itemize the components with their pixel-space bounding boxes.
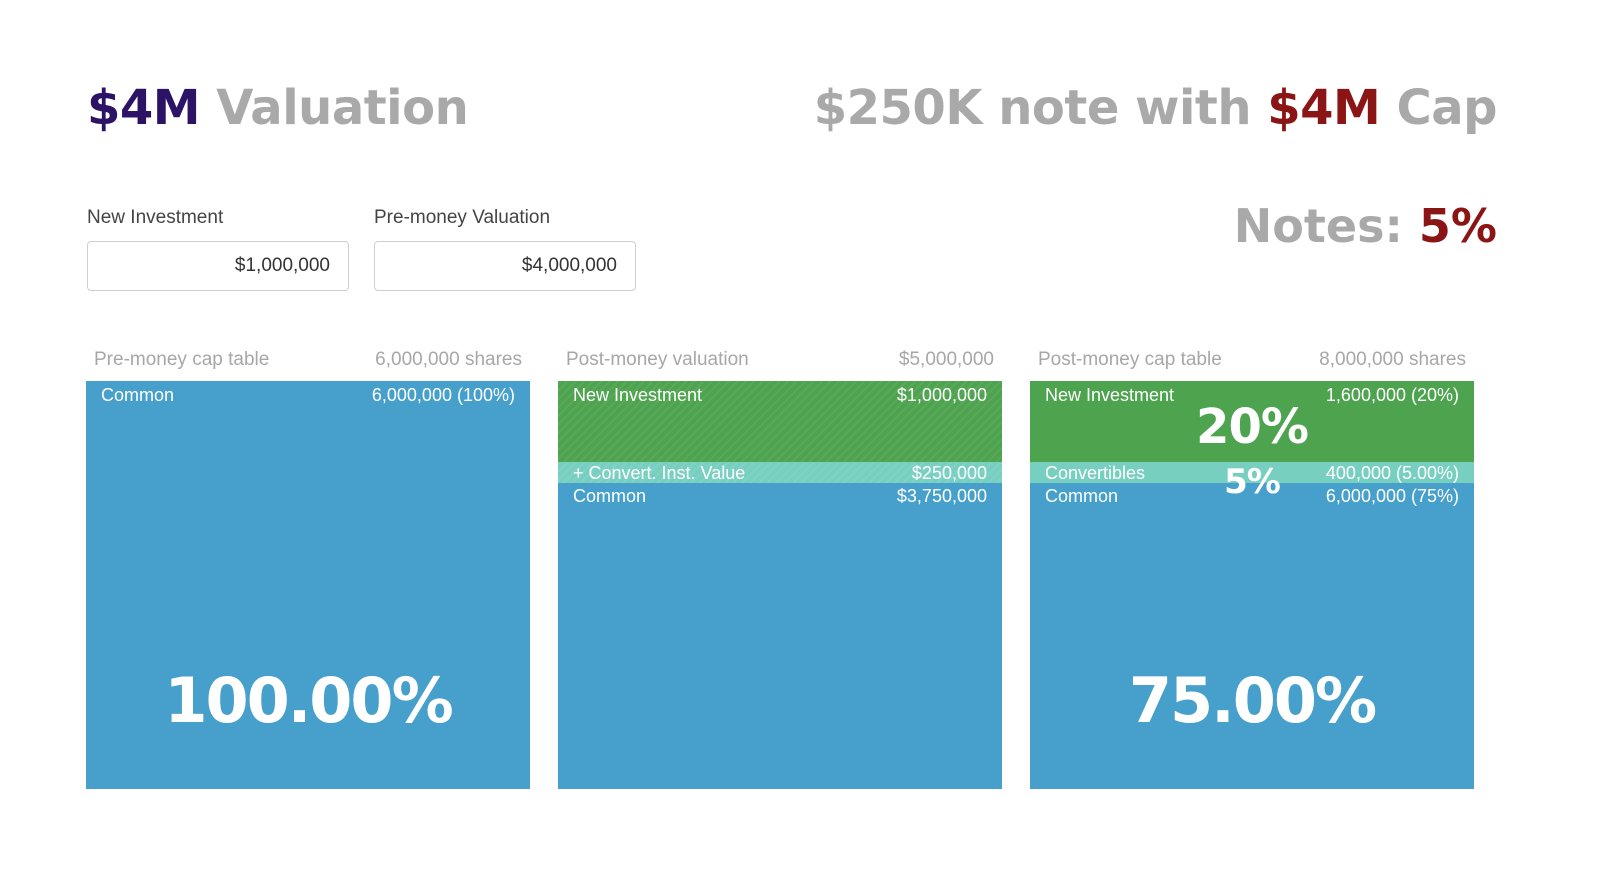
new-investment-input[interactable] [87,241,349,291]
segment-convertibles: Convertibles 400,000 (5.00%) [1030,462,1474,483]
note-cap-headline: $250K note with $4M Cap [813,78,1498,138]
panel-summary: $5,000,000 [898,349,994,370]
segment-value: $250,000 [911,463,987,483]
panel-header: Post-money cap table 8,000,000 shares [1030,343,1474,377]
segment-value: 6,000,000 (75%) [1325,486,1459,506]
segment-label: Common [101,385,175,405]
segment-label: New Investment [573,385,703,405]
segment-convertible-instrument-value: + Convert. Inst. Value $250,000 [558,462,1002,483]
panel-header: Post-money valuation $5,000,000 [558,343,1002,377]
pre-money-cap-chart: Common 6,000,000 (100%) 100.00% [86,381,530,789]
valuation-label: Valuation [216,80,469,136]
segment-value: $3,750,000 [896,486,987,506]
segment-label: Common [1045,486,1119,506]
segment-common: Common $3,750,000 [558,485,1002,789]
segment-new-investment: New Investment 1,600,000 (20%) [1030,381,1474,462]
segment-label: + Convert. Inst. Value [573,463,746,483]
note-cap-prefix: $250K note with [813,80,1252,136]
valuation-headline: $4M Valuation [87,78,469,138]
segment-new-investment: New Investment $1,000,000 [558,381,1002,462]
convertibles-percentage-label: 5% [1224,462,1281,502]
notes-percentage: Notes: 5% [1234,199,1497,253]
segment-value: 6,000,000 (100%) [371,385,515,405]
pre-money-valuation-input[interactable] [374,241,636,291]
new-investment-label: New Investment [87,207,224,228]
segment-label: New Investment [1045,385,1175,405]
segment-label: Common [573,486,647,506]
panel-header: Pre-money cap table 6,000,000 shares [86,343,530,377]
panel-summary: 8,000,000 shares [1319,349,1466,370]
common-percentage-label: 75.00% [1128,664,1377,737]
notes-value: 5% [1418,199,1497,253]
post-money-cap-chart: New Investment 1,600,000 (20%) Convertib… [1030,381,1474,789]
segment-value: 400,000 (5.00%) [1325,463,1459,483]
notes-label: Notes: [1233,199,1403,253]
note-cap-amount: $4M [1267,80,1381,136]
note-cap-suffix: Cap [1396,80,1498,136]
pre-money-valuation-label: Pre-money Valuation [374,207,551,228]
panel-title: Post-money valuation [566,349,749,370]
segment-common: Common 6,000,000 (100%) [86,381,530,789]
segment-common: Common 6,000,000 (75%) [1030,485,1474,789]
post-money-valuation-chart: New Investment $1,000,000 + Convert. Ins… [558,381,1002,789]
post-money-valuation-panel: Post-money valuation $5,000,000 New Inve… [558,343,1002,789]
segment-label: Convertibles [1045,463,1146,483]
common-percentage-label: 100.00% [164,664,453,737]
pre-money-valuation-field: Pre-money Valuation [374,206,636,291]
segment-value: 1,600,000 (20%) [1325,385,1459,405]
pre-money-cap-table-panel: Pre-money cap table 6,000,000 shares Com… [86,343,530,789]
segment-value: $1,000,000 [896,385,987,405]
new-investment-percentage-label: 20% [1196,399,1309,455]
post-money-cap-table-panel: Post-money cap table 8,000,000 shares Ne… [1030,343,1474,789]
valuation-amount: $4M [87,80,201,136]
new-investment-field: New Investment [87,206,349,291]
panel-title: Pre-money cap table [94,349,270,370]
panel-title: Post-money cap table [1038,349,1222,370]
panel-summary: 6,000,000 shares [375,349,522,370]
